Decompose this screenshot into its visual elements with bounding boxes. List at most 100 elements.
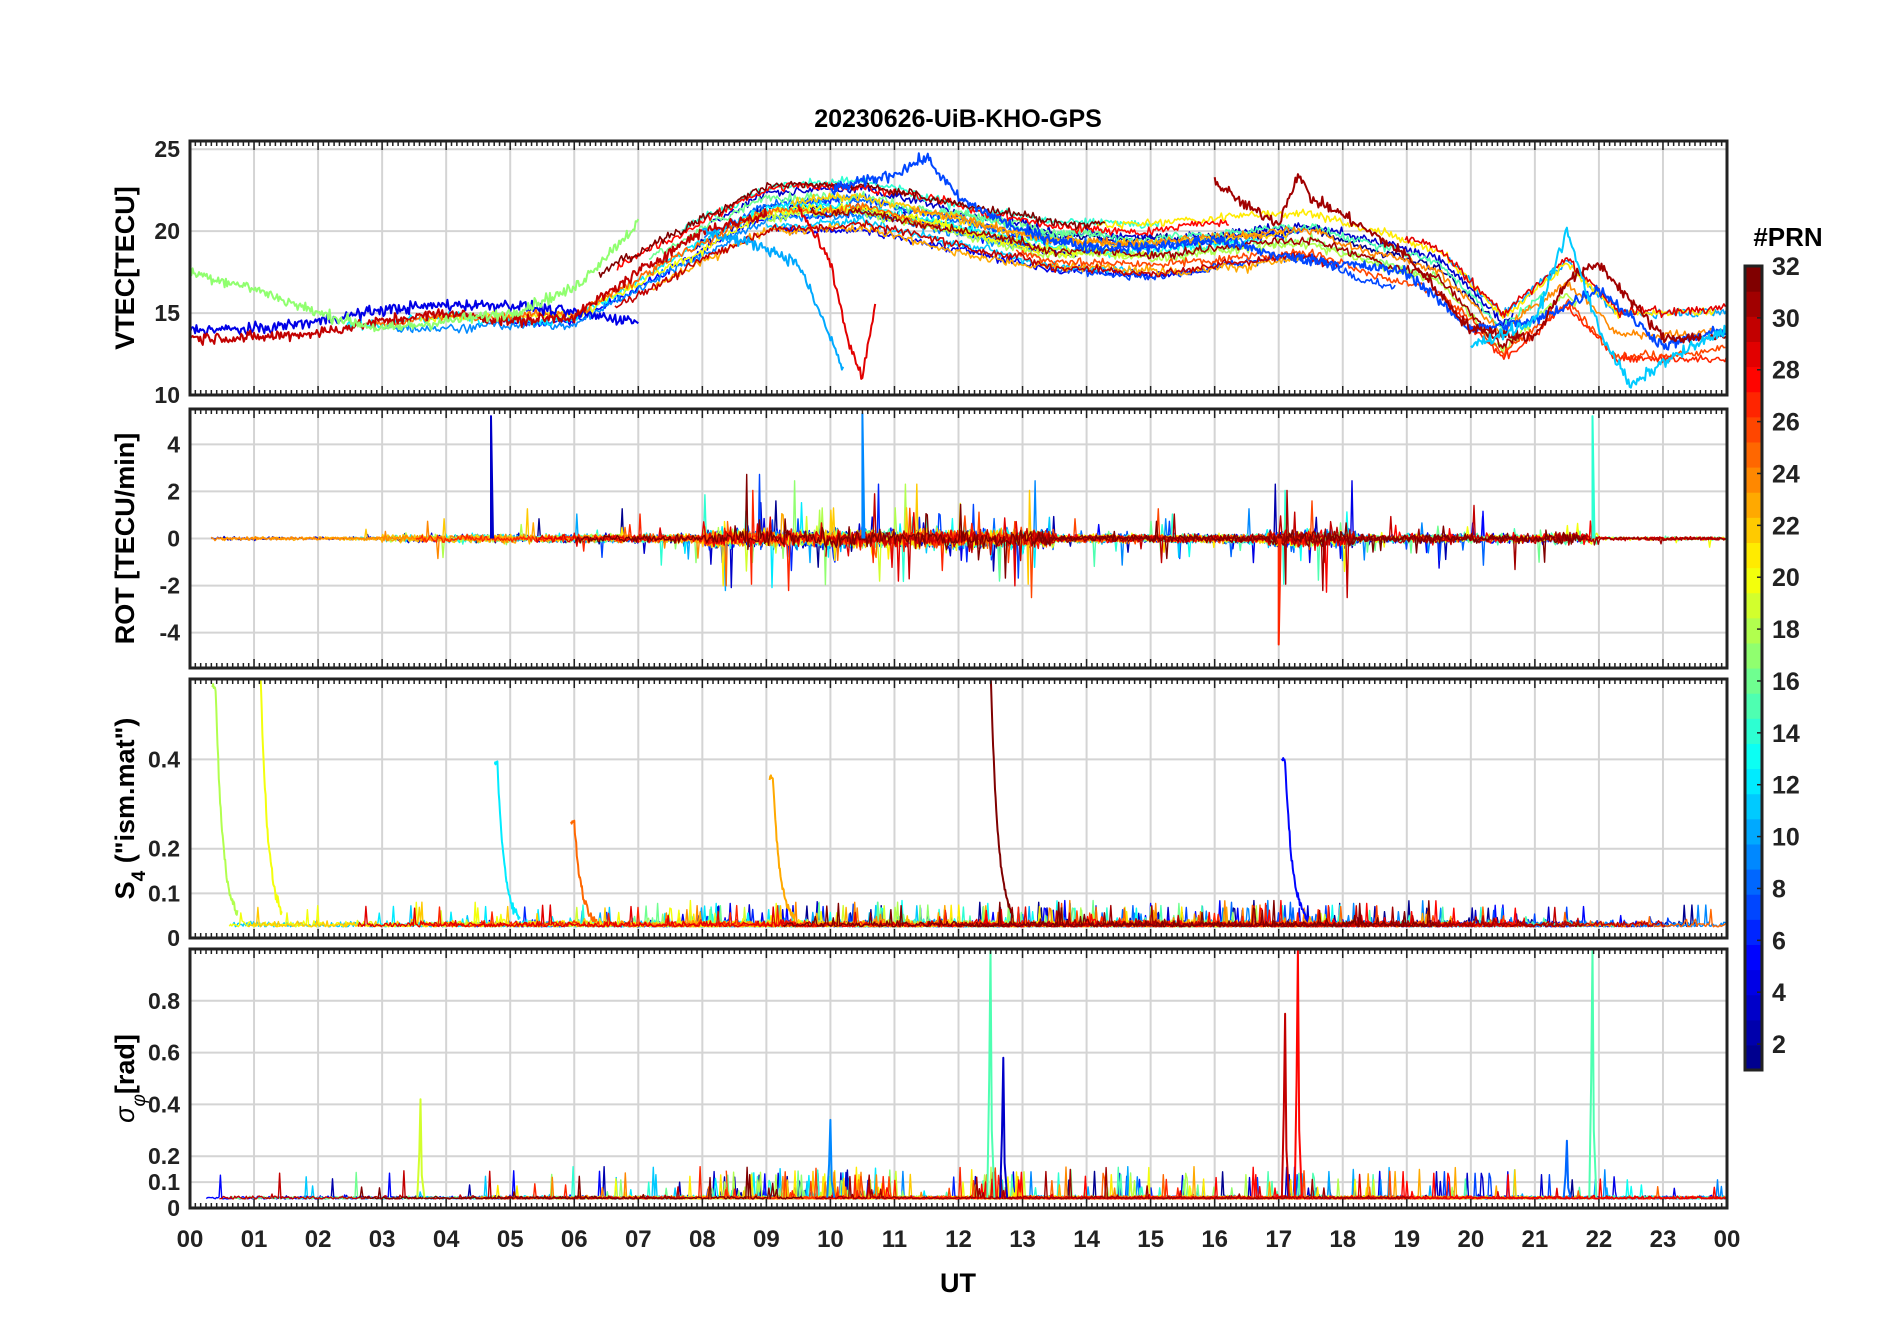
y-tick-label: 0 xyxy=(167,925,180,951)
colorbar-segment xyxy=(1745,994,1762,1021)
vtec-series-prn-31 xyxy=(1213,173,1727,344)
y-tick-label: -4 xyxy=(160,620,181,646)
colorbar-tick-label: 30 xyxy=(1772,305,1800,333)
colorbar-segment xyxy=(1745,567,1762,594)
colorbar-tick-label: 2 xyxy=(1772,1031,1786,1059)
series-sigma_phi xyxy=(205,949,1727,1200)
vtec-series-prn-27 xyxy=(1445,301,1727,364)
panel-s4: 0 0.1 0.2 0.4 xyxy=(148,677,1729,951)
vtec-series-prn-11 xyxy=(1470,226,1727,389)
colorbar-segment xyxy=(1745,1019,1762,1046)
vtec-series-prn-29 xyxy=(1404,235,1727,319)
s4-peak-prn-23 xyxy=(768,774,796,920)
colorbar-tick-label: 6 xyxy=(1772,927,1786,955)
y-tick-label: 0.4 xyxy=(148,1091,180,1117)
y-axis-label-s4: S4 ("ism.mat") xyxy=(110,718,150,900)
colorbar-tick-label: 18 xyxy=(1772,616,1800,644)
sigma-peak-prn-15 xyxy=(1588,949,1598,1198)
s4-peak-prn-18 xyxy=(211,683,239,916)
x-tick-label: 14 xyxy=(1073,1226,1100,1253)
colorbar-segment xyxy=(1745,768,1762,795)
x-tick-label: 22 xyxy=(1586,1226,1613,1253)
vtec-series-prn-32 xyxy=(598,180,1106,278)
colorbar-tick-label: 22 xyxy=(1772,512,1800,540)
x-tick-label: 20 xyxy=(1457,1226,1484,1253)
y-tick-label: 0.2 xyxy=(148,1143,180,1169)
y-tick-label: 0.6 xyxy=(148,1040,180,1066)
colorbar-segment xyxy=(1745,1044,1762,1071)
axes-frame-vtec xyxy=(188,139,1729,397)
y-tick-label: 0.4 xyxy=(148,746,180,772)
colorbar-segment xyxy=(1745,944,1762,971)
vtec-series-prn-17 xyxy=(190,218,640,333)
rot-series-prn-32 xyxy=(574,473,1585,579)
colorbar-tick-label: 8 xyxy=(1772,875,1786,903)
sigma-peak-prn-15 xyxy=(986,949,996,1198)
series-s4 xyxy=(211,679,1727,928)
colorbar-segment xyxy=(1745,366,1762,393)
y-tick-label: 0.8 xyxy=(148,988,180,1014)
colorbar-segment xyxy=(1745,467,1762,493)
colorbar-segment xyxy=(1745,266,1762,292)
s4-peak-prn-32 xyxy=(989,679,1014,918)
s4-peak-prn-12 xyxy=(493,760,521,920)
sigma-peak-prn-28 xyxy=(1293,949,1303,1198)
y-axis-label-sigma-phi: σφ[rad] xyxy=(110,1034,150,1123)
panels: 10152025-4-202400.10.20.400.10.20.40.60.… xyxy=(148,136,1729,1221)
sigma-peak-prn-8 xyxy=(1562,1139,1572,1198)
x-tick-label: 13 xyxy=(1009,1226,1036,1253)
y-tick-label: 15 xyxy=(154,300,180,326)
colorbar-segment xyxy=(1745,492,1762,518)
series-vtec xyxy=(190,152,1727,389)
x-tick-label: 16 xyxy=(1201,1226,1228,1253)
colorbar-segment xyxy=(1745,291,1762,317)
colorbar-segment xyxy=(1745,642,1762,669)
x-tick-label: 04 xyxy=(433,1226,460,1253)
vtec-series-prn-10 xyxy=(701,227,845,371)
sigma-series-prn-32 xyxy=(358,1166,804,1200)
axes-frame-rot xyxy=(188,407,1729,670)
series-rot xyxy=(210,412,1727,646)
colorbar-segment xyxy=(1745,391,1762,418)
colorbar-tick-label: 14 xyxy=(1772,720,1800,748)
x-tick-label: 00 xyxy=(177,1226,204,1253)
colorbar-tick-label: 10 xyxy=(1772,824,1800,852)
x-tick-label: 05 xyxy=(497,1226,524,1253)
colorbar-segment xyxy=(1745,818,1762,845)
x-tick-label: 08 xyxy=(689,1226,716,1253)
axes-frame-s4 xyxy=(188,677,1729,940)
y-tick-label: 0.1 xyxy=(148,1169,180,1195)
colorbar-segment xyxy=(1745,416,1762,443)
vtec-series-prn-30 xyxy=(614,219,1338,309)
y-tick-label: 10 xyxy=(154,382,180,408)
y-tick-label: 0.2 xyxy=(148,836,180,862)
colorbar-segment xyxy=(1745,919,1762,945)
colorbar-segment xyxy=(1745,668,1762,694)
colorbar-title: #PRN xyxy=(1753,222,1822,252)
vtec-series-prn-31 xyxy=(810,207,1515,350)
colorbar-tick-label: 16 xyxy=(1772,668,1800,696)
y-tick-label: -2 xyxy=(160,573,180,599)
x-tick-label: 09 xyxy=(753,1226,780,1253)
x-tick-label: 00 xyxy=(1714,1226,1741,1253)
y-axis-label-rot: ROT [TECU/min] xyxy=(110,433,140,644)
grid-s4 xyxy=(190,679,1727,938)
y-tick-label: 2 xyxy=(167,478,180,504)
panel-sigma_phi: 00.10.2 0.4 0.6 0.8 xyxy=(148,947,1729,1221)
colorbar-segment xyxy=(1745,843,1762,870)
colorbar-segment xyxy=(1745,869,1762,895)
vtec-series-prn-7 xyxy=(829,152,1727,351)
colorbar-tick-label: 4 xyxy=(1772,979,1786,1007)
vtec-series-prn-4 xyxy=(190,298,639,336)
colorbar-tick-label: 20 xyxy=(1772,564,1800,592)
grid-sigma_phi xyxy=(190,949,1727,1208)
colorbar-segment xyxy=(1745,542,1762,569)
x-tick-label: 19 xyxy=(1393,1226,1420,1253)
x-tick-labels: 00 01 02 03 04 05 06 07 08 09 10 11 12 13 14 15 16 17 18 19… xyxy=(177,1226,1741,1253)
colorbar-segment xyxy=(1745,617,1762,644)
colorbar-segment xyxy=(1745,592,1762,619)
rot-spike-prn-27 xyxy=(1277,538,1282,646)
y-tick-label: 0 xyxy=(167,526,180,552)
